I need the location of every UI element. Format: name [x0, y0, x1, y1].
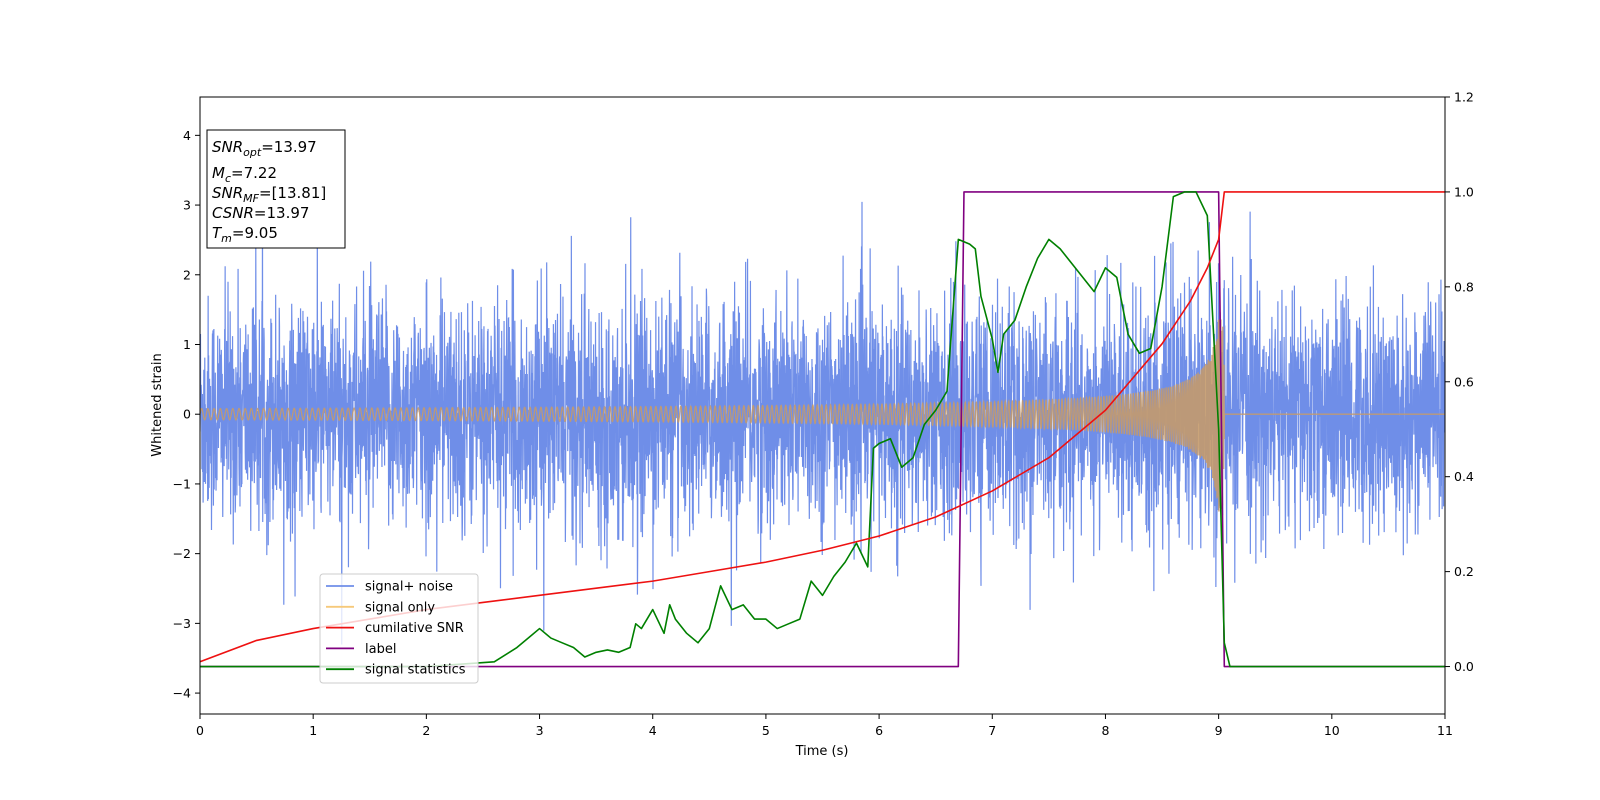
annotation-subscript: MF — [243, 192, 259, 205]
x-tick-label: 1 — [309, 723, 317, 738]
annotation-symbol: CSNR — [212, 204, 254, 222]
annotation-value: =7.22 — [231, 164, 277, 182]
annotation-symbol: SNR — [212, 138, 243, 156]
x-tick-label: 0 — [196, 723, 204, 738]
annotation-line: Tm=9.05 — [212, 224, 278, 245]
y-left-tick-label: −1 — [173, 476, 191, 491]
annotation-subscript: opt — [243, 146, 262, 159]
y-right-tick-label: 1.2 — [1454, 90, 1474, 105]
x-axis: 0 1 2 3 4 5 6 7 8 9 10 11 — [196, 714, 1453, 738]
plot-frame — [199, 96, 1446, 715]
x-tick-label: 11 — [1437, 723, 1453, 738]
legend-label: cumilative SNR — [365, 621, 464, 636]
legend-label: signal only — [365, 600, 435, 615]
x-tick-label: 4 — [649, 723, 657, 738]
y-right-tick-label: 0.8 — [1454, 279, 1474, 294]
y-left-tick-label: 1 — [183, 337, 191, 352]
annotation-frame — [206, 129, 346, 249]
y-left-tick-label: −2 — [173, 546, 191, 561]
y-left-tick-label: 3 — [183, 198, 191, 213]
y-right-tick-label: 1.0 — [1454, 184, 1474, 199]
annotation-value: =13.97 — [261, 138, 317, 156]
y-right-tick-label: 0.2 — [1454, 564, 1474, 579]
annotation-line: CSNR=13.97 — [212, 204, 309, 222]
legend-label: signal statistics — [365, 663, 466, 678]
legend-entry: label — [326, 642, 396, 657]
annotation-line: SNRMF=[13.81] — [212, 184, 326, 205]
x-tick-label: 7 — [988, 723, 996, 738]
y-axis-left: 4 3 2 1 0 −1 −2 −3 −4 — [173, 128, 200, 701]
x-tick-label: 6 — [875, 723, 883, 738]
y-axis-right: 1.2 1.0 0.8 0.6 0.4 0.2 0.0 — [1445, 90, 1474, 674]
annotation-subscript: m — [221, 232, 232, 245]
legend-entry: cumilative SNR — [326, 621, 464, 636]
y-axis-label: Whitened strain — [150, 353, 165, 456]
y-right-tick-label: 0.0 — [1454, 659, 1474, 674]
x-tick-label: 10 — [1324, 723, 1340, 738]
x-tick-label: 8 — [1101, 723, 1109, 738]
y-right-tick-label: 0.6 — [1454, 374, 1474, 389]
legend-label: label — [365, 642, 396, 657]
annotation-symbol: T — [212, 224, 223, 242]
y-left-tick-label: −3 — [173, 616, 191, 631]
x-axis-label: Time (s) — [795, 744, 849, 759]
legend: signal+ noise signal only cumilative SNR la… — [319, 573, 479, 684]
x-tick-label: 9 — [1215, 723, 1223, 738]
signal-noise-layer — [200, 199, 1445, 645]
y-left-tick-label: 4 — [183, 128, 191, 143]
annotation-symbol: SNR — [212, 184, 243, 202]
annotation-symbol: M — [212, 164, 225, 182]
annotation-box: SNRopt=13.97Mc=7.22SNRMF=[13.81]CSNR=13.… — [206, 129, 346, 249]
y-left-tick-label: 0 — [183, 407, 191, 422]
legend-entry: signal only — [326, 600, 435, 615]
annotation-value: =9.05 — [232, 224, 278, 242]
legend-entry: signal statistics — [326, 663, 466, 678]
y-left-tick-label: 2 — [183, 267, 191, 282]
x-tick-label: 2 — [422, 723, 430, 738]
signal-noise-line — [200, 199, 1445, 645]
y-right-tick-label: 0.4 — [1454, 469, 1474, 484]
y-left-tick-label: −4 — [173, 686, 191, 701]
legend-frame — [319, 573, 479, 684]
signal-only-layer — [200, 319, 1445, 512]
annotation-value: =13.97 — [254, 204, 310, 222]
annotation-subscript: c — [225, 172, 231, 185]
x-tick-label: 5 — [762, 723, 770, 738]
legend-label: signal+ noise — [365, 580, 453, 595]
x-tick-label: 3 — [536, 723, 544, 738]
annotation-line: SNRopt=13.97 — [212, 138, 317, 159]
annotation-line: Mc=7.22 — [212, 164, 277, 185]
annotation-value: =[13.81] — [259, 184, 326, 202]
signal-statistics-line — [200, 191, 1445, 668]
legend-entry: signal+ noise — [326, 580, 453, 595]
signal-only-line — [200, 319, 1445, 512]
